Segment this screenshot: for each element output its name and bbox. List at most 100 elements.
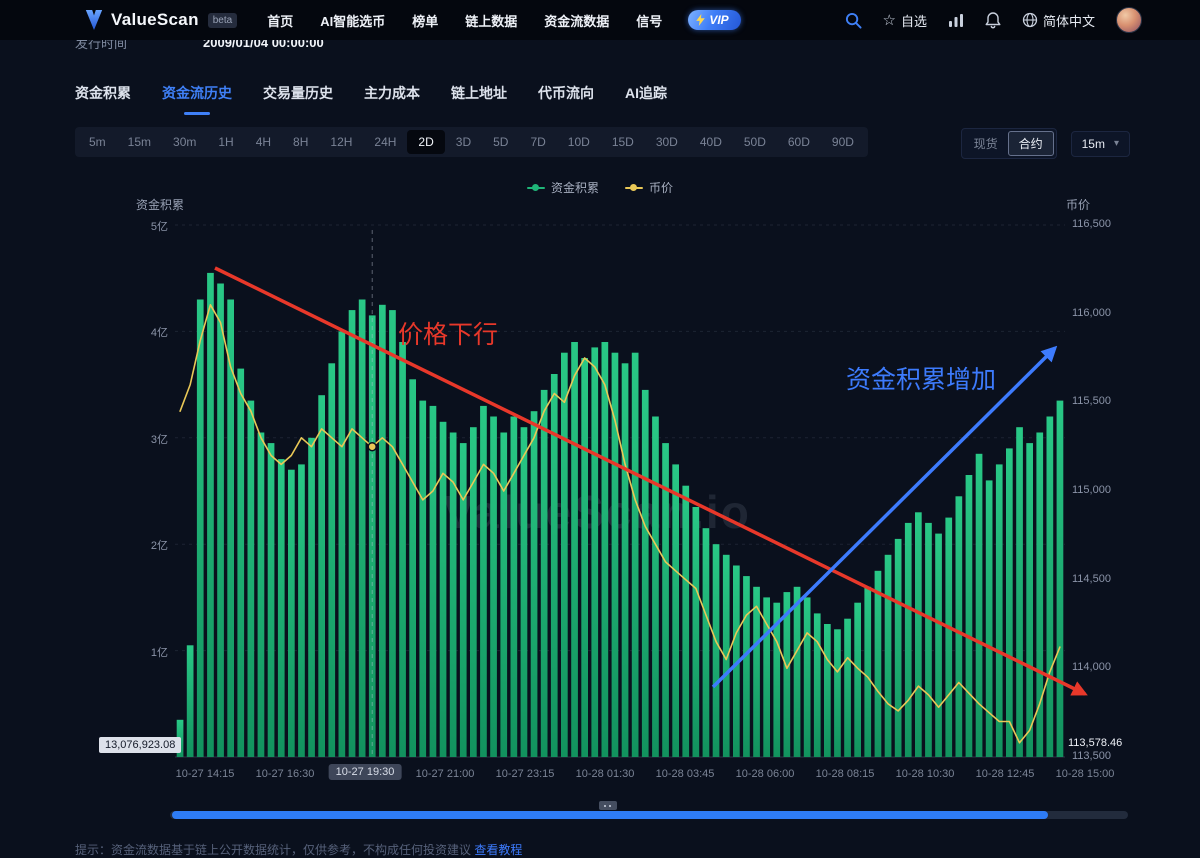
tab-1[interactable]: 资金积累: [75, 85, 131, 101]
logo-icon: [85, 10, 103, 30]
interval-select[interactable]: 15m ▾: [1070, 130, 1130, 157]
footer-note-link[interactable]: 查看教程: [474, 843, 523, 857]
zoom-selected-range[interactable]: [172, 811, 1048, 819]
timeframe-24H[interactable]: 24H: [374, 135, 397, 149]
legend-label: 币价: [649, 181, 674, 195]
timeframe-15m[interactable]: 15m: [127, 135, 152, 149]
legend-item-2[interactable]: 币价: [625, 179, 673, 196]
right-axis-label: 116,500: [1072, 218, 1111, 230]
timeframe-7D[interactable]: 7D: [530, 135, 546, 149]
left-axis-title: 资金积累: [136, 198, 185, 212]
timeframe-60D[interactable]: 60D: [787, 135, 810, 149]
tab-4[interactable]: 主力成本: [364, 85, 420, 101]
bell-icon[interactable]: [985, 11, 1001, 29]
tab-2[interactable]: 资金流历史: [162, 83, 232, 115]
market-option-合约[interactable]: 合约: [1007, 131, 1054, 156]
legend-marker: [526, 184, 545, 191]
search-icon[interactable]: [845, 12, 862, 29]
lightning-icon: [696, 14, 706, 26]
x-axis-label: 10-28 12:45: [975, 768, 1035, 780]
interval-value: 15m: [1081, 136, 1105, 151]
nav-item-3[interactable]: 榜单: [412, 13, 439, 29]
right-axis-label: 115,000: [1072, 484, 1111, 496]
x-axis-label: 10-27 23:15: [495, 768, 555, 780]
top-nav: ValueScan beta 首页 AI智能选币 榜单 链上数据 资金流数据 信号 VIP…: [0, 0, 1200, 40]
globe-icon: [1022, 12, 1038, 28]
left-axis-label: 3亿: [150, 433, 168, 446]
current-price-badge: 113,578.46: [1068, 737, 1123, 749]
vip-label: VIP: [709, 13, 729, 27]
timeframe-2D[interactable]: 2D: [407, 130, 445, 154]
nav-right: ☆ 自选 简体中文: [845, 7, 1142, 33]
timeframe-1H[interactable]: 1H: [218, 135, 234, 149]
right-axis-label: 114,000: [1072, 661, 1111, 674]
timeframe-12H[interactable]: 12H: [330, 135, 353, 149]
x-axis-label: 10-27 19:30: [328, 764, 402, 780]
timeframe-10D[interactable]: 10D: [567, 135, 590, 149]
x-axis-label: 10-28 15:00: [1055, 768, 1115, 780]
x-axis-label: 10-27 14:15: [175, 768, 235, 780]
current-accum-badge: 13,076,923.08: [99, 737, 182, 753]
nav-left: ValueScan beta 首页 AI智能选币 榜单 链上数据 资金流数据 信号 VIP: [84, 9, 741, 31]
x-axis-label: 10-28 10:30: [895, 768, 955, 780]
x-axis-label: 10-27 16:30: [255, 768, 315, 780]
tab-3[interactable]: 交易量历史: [263, 85, 333, 101]
watchlist-label: 自选: [900, 13, 927, 29]
timeframe-30m[interactable]: 30m: [173, 135, 197, 149]
tab-bar: 资金积累 资金流历史 交易量历史 主力成本 链上地址 代币流向 AI追踪: [75, 83, 667, 115]
watchlist-button[interactable]: ☆ 自选: [883, 11, 927, 30]
right-axis-label: 115,500: [1072, 395, 1111, 408]
avatar[interactable]: [1116, 7, 1142, 33]
tab-6[interactable]: 代币流向: [538, 85, 594, 101]
tab-7[interactable]: AI追踪: [625, 85, 667, 101]
main-menu: 首页 AI智能选币 榜单 链上数据 资金流数据 信号: [267, 11, 662, 30]
timeframe-3D[interactable]: 3D: [455, 135, 472, 149]
beta-badge: beta: [207, 12, 238, 28]
zoom-drag-handle[interactable]: [599, 801, 617, 810]
vip-badge[interactable]: VIP: [688, 10, 741, 30]
annotation-accum-up: 资金积累增加: [846, 366, 997, 394]
star-icon: ☆: [882, 11, 896, 29]
footer-note: 提示：资金流数据基于链上公开数据统计，仅供参考，不构成任何投资建议 查看教程: [75, 841, 522, 858]
chevron-down-icon: ▾: [1113, 137, 1119, 149]
chart-legend: 资金积累 币价: [526, 179, 673, 196]
logo-text: ValueScan: [111, 10, 199, 29]
bar-chart-icon[interactable]: [948, 13, 964, 28]
left-axis-label: 1亿: [150, 646, 168, 659]
right-axis-label: 114,500: [1072, 572, 1111, 585]
timeframe-5D[interactable]: 5D: [493, 135, 509, 149]
timeframe-40D[interactable]: 40D: [699, 135, 722, 149]
tab-5[interactable]: 链上地址: [451, 85, 507, 101]
nav-item-4[interactable]: 链上数据: [465, 13, 518, 29]
timeframe-5m[interactable]: 5m: [89, 135, 106, 149]
legend-item-1[interactable]: 资金积累: [526, 179, 599, 196]
timeframe-50D[interactable]: 50D: [743, 135, 766, 149]
nav-item-6[interactable]: 信号: [636, 13, 663, 29]
logo[interactable]: ValueScan beta: [84, 9, 238, 31]
language-label: 简体中文: [1042, 13, 1095, 29]
timeframe-30D[interactable]: 30D: [655, 135, 678, 149]
market-option-现货[interactable]: 现货: [973, 137, 998, 151]
timeframe-4H[interactable]: 4H: [255, 135, 272, 149]
nav-item-2[interactable]: AI智能选币: [320, 13, 386, 29]
market-toggle: 现货 合约: [960, 128, 1057, 159]
nav-item-5[interactable]: 资金流数据: [544, 13, 610, 29]
timeframe-90D[interactable]: 90D: [831, 135, 854, 149]
right-axis-title: 币价: [1066, 198, 1091, 212]
legend-label: 资金积累: [550, 181, 599, 195]
annotation-price-down: 价格下行: [398, 321, 499, 349]
left-axis-label: 5亿: [150, 221, 168, 233]
footer-note-text: 提示：资金流数据基于链上公开数据统计，仅供参考，不构成任何投资建议: [75, 843, 475, 857]
x-axis-label: 10-27 21:00: [415, 768, 475, 780]
right-axis-label: 113,500: [1072, 750, 1111, 762]
x-axis-label: 10-28 06:00: [735, 768, 795, 780]
timeframe-8H[interactable]: 8H: [293, 135, 309, 149]
language-selector[interactable]: 简体中文: [1022, 11, 1095, 30]
legend-marker: [625, 184, 643, 191]
nav-item-1[interactable]: 首页: [267, 13, 294, 29]
x-axis-label: 10-28 03:45: [655, 768, 715, 780]
left-axis-label: 2亿: [150, 540, 168, 553]
timeframe-bar: 5m 15m 30m 1H 4H 8H 12H 24H 2D 3D 5D 7D 10D 15D 30D 40D…: [75, 127, 868, 157]
timeframe-15D[interactable]: 15D: [611, 135, 634, 149]
